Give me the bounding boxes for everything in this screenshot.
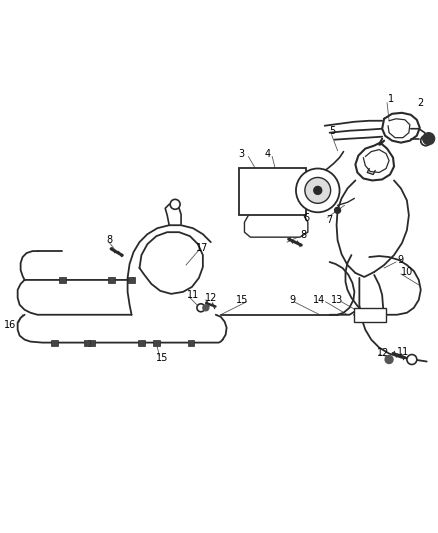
Bar [153,340,160,345]
Circle shape [314,187,322,195]
Circle shape [170,199,180,209]
Text: 15: 15 [236,295,248,305]
Text: 12: 12 [205,293,217,303]
Circle shape [296,168,339,212]
Bar [128,277,135,283]
Text: 2: 2 [417,98,423,108]
Bar [138,340,145,345]
Circle shape [407,354,417,365]
Text: 12: 12 [377,348,389,358]
Text: 11: 11 [397,346,409,357]
Circle shape [423,133,434,144]
Text: 7: 7 [327,215,333,225]
Text: 3: 3 [239,149,245,159]
Text: 9: 9 [290,295,296,305]
Circle shape [421,136,431,146]
Text: 15: 15 [156,352,169,362]
Text: 16: 16 [4,320,17,330]
Bar [108,277,115,283]
Bar [59,277,66,283]
Circle shape [203,305,209,311]
Text: 8: 8 [300,230,306,240]
Circle shape [385,356,393,364]
Circle shape [305,177,331,203]
Circle shape [335,207,340,213]
Bar [84,340,90,345]
Text: 11: 11 [187,290,199,300]
Bar [88,340,95,345]
Circle shape [421,136,431,146]
Text: 5: 5 [330,126,336,136]
Text: 6: 6 [303,213,309,223]
Text: 17: 17 [196,243,208,253]
Text: 14: 14 [314,295,326,305]
Bar [187,340,194,345]
FancyBboxPatch shape [354,308,386,322]
Text: 9: 9 [397,255,403,265]
Text: 1: 1 [388,94,394,104]
Text: 13: 13 [331,295,343,305]
Text: 10: 10 [401,267,413,277]
Circle shape [197,304,205,312]
Text: 8: 8 [107,235,113,245]
Text: 4: 4 [264,149,270,159]
FancyBboxPatch shape [239,167,306,215]
Bar [51,340,58,345]
